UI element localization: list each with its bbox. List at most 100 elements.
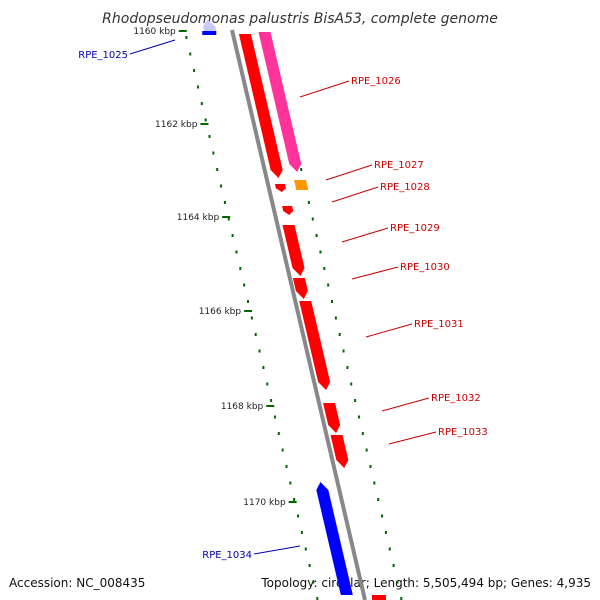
- inner-dot: [193, 69, 196, 72]
- outer-dot: [311, 217, 314, 221]
- outer-dot: [357, 415, 360, 419]
- inner-dot: [262, 366, 265, 369]
- inner-dot: [297, 514, 300, 518]
- inner-dot: [208, 135, 211, 138]
- gene-leader-line: [341, 227, 389, 243]
- gene-rpe-1029: [282, 225, 305, 276]
- outer-dot: [315, 234, 318, 237]
- gene-label: RPE_1034: [202, 550, 252, 561]
- gene-labels-layer: RPE_1025 RPE_1026 RPE_1027 RPE_1028 RPE_1029…: [78, 39, 488, 561]
- inner-dot: [185, 36, 188, 39]
- rpe-1026-alt-gene: [258, 32, 302, 172]
- inner-dot: [223, 201, 226, 204]
- tick-label: 1170 kbp: [243, 498, 286, 508]
- tick-label: 1162 kbp: [155, 120, 198, 130]
- outer-dot: [338, 333, 341, 336]
- inner-dot: [266, 382, 269, 386]
- gene-rpe-1034: [316, 482, 353, 595]
- inner-dot: [273, 415, 276, 419]
- gene-leader-line: [253, 545, 301, 555]
- gene-label: RPE_1031: [414, 319, 464, 330]
- inner-dot: [220, 184, 223, 188]
- tick-label: 1168 kbp: [221, 402, 264, 412]
- gene-leader-line: [129, 39, 176, 55]
- genome-info-text: Topology: circular; Length: 5,505,494 bp…: [260, 576, 591, 590]
- inner-dot: [304, 547, 307, 551]
- outer-dot: [381, 514, 384, 518]
- gene-leader-line: [325, 164, 373, 181]
- outer-dot: [361, 432, 364, 435]
- outer-dot: [319, 250, 322, 254]
- inner-dot: [204, 118, 207, 122]
- inner-dot: [289, 481, 292, 485]
- outer-dot: [307, 201, 310, 204]
- inner-dot: [254, 333, 257, 336]
- gene-rpe-1027: [274, 184, 286, 192]
- inner-dot: [281, 448, 284, 452]
- outer-dot: [323, 267, 326, 270]
- inner-dot: [258, 349, 261, 353]
- inner-dot: [189, 52, 192, 56]
- gene-rpe-1028: [282, 206, 294, 215]
- rpe-1025-accent: [202, 31, 217, 35]
- inner-dot: [312, 580, 315, 584]
- outer-dot: [384, 531, 387, 534]
- outer-dot: [392, 564, 395, 567]
- tick-label: 1164 kbp: [177, 213, 220, 223]
- inner-dot: [285, 465, 288, 468]
- inner-dot: [227, 217, 230, 221]
- inner-dot: [235, 250, 238, 254]
- tick-label: 1160 kbp: [133, 27, 176, 37]
- gene-rpe-1033: [330, 435, 349, 468]
- backbone-line: [230, 29, 367, 600]
- inner-dot: [277, 432, 280, 435]
- inner-dot: [216, 168, 219, 171]
- inner-dot: [293, 498, 296, 501]
- gene-leader-line: [331, 186, 379, 203]
- outer-dot: [334, 316, 337, 320]
- gene-rpe-1030: [292, 278, 308, 299]
- gene-label: RPE_1029: [390, 223, 440, 234]
- gene-label: RPE_1030: [400, 262, 450, 273]
- outer-dot: [373, 481, 376, 485]
- outer-dot: [377, 498, 380, 501]
- inner-dot: [196, 85, 199, 89]
- backbone-layer: [230, 29, 367, 600]
- accession-text: Accession: NC_008435: [9, 576, 145, 590]
- inner-dot: [270, 399, 273, 402]
- map-title: Rhodopseudomonas palustris BisA53, compl…: [102, 11, 498, 27]
- gene-label: RPE_1026: [351, 76, 401, 87]
- outer-dot: [342, 349, 345, 353]
- ticks-layer: 1160 kbp 1162 kbp 1164 kbp 1166 kbp 1168 kbp…: [133, 27, 297, 508]
- inner-dot: [231, 234, 234, 237]
- gene-label: RPE_1032: [431, 393, 481, 404]
- genes-layer: [202, 20, 386, 600]
- tick-label: 1166 kbp: [199, 307, 242, 317]
- dotted-guide-lines: [185, 36, 403, 600]
- gene-label: RPE_1028: [380, 182, 430, 193]
- inner-dot: [243, 283, 246, 287]
- outer-dot: [396, 580, 399, 584]
- outer-dot: [400, 597, 403, 600]
- gene-label: RPE_1025: [78, 50, 128, 61]
- inner-dot: [239, 267, 242, 270]
- outer-dot: [388, 547, 391, 551]
- rpe-1027-alt-gene: [294, 180, 309, 190]
- next-gene-fragment: [372, 595, 386, 600]
- inner-dot: [200, 102, 203, 105]
- gene-leader-line: [299, 80, 350, 98]
- outer-dot: [331, 300, 333, 303]
- outer-dot: [350, 382, 353, 386]
- gene-label: RPE_1033: [438, 427, 488, 438]
- inner-dot: [212, 151, 215, 155]
- gene-leader-line: [381, 397, 430, 412]
- outer-dot: [327, 283, 330, 287]
- inner-dot: [308, 564, 311, 567]
- inner-dot: [316, 597, 319, 600]
- outer-dot: [369, 465, 372, 468]
- inner-dot: [300, 531, 303, 534]
- gene-label: RPE_1027: [374, 160, 424, 171]
- outer-dot: [365, 448, 368, 452]
- gene-leader-line: [388, 431, 437, 445]
- gene-rpe-1031: [299, 301, 331, 390]
